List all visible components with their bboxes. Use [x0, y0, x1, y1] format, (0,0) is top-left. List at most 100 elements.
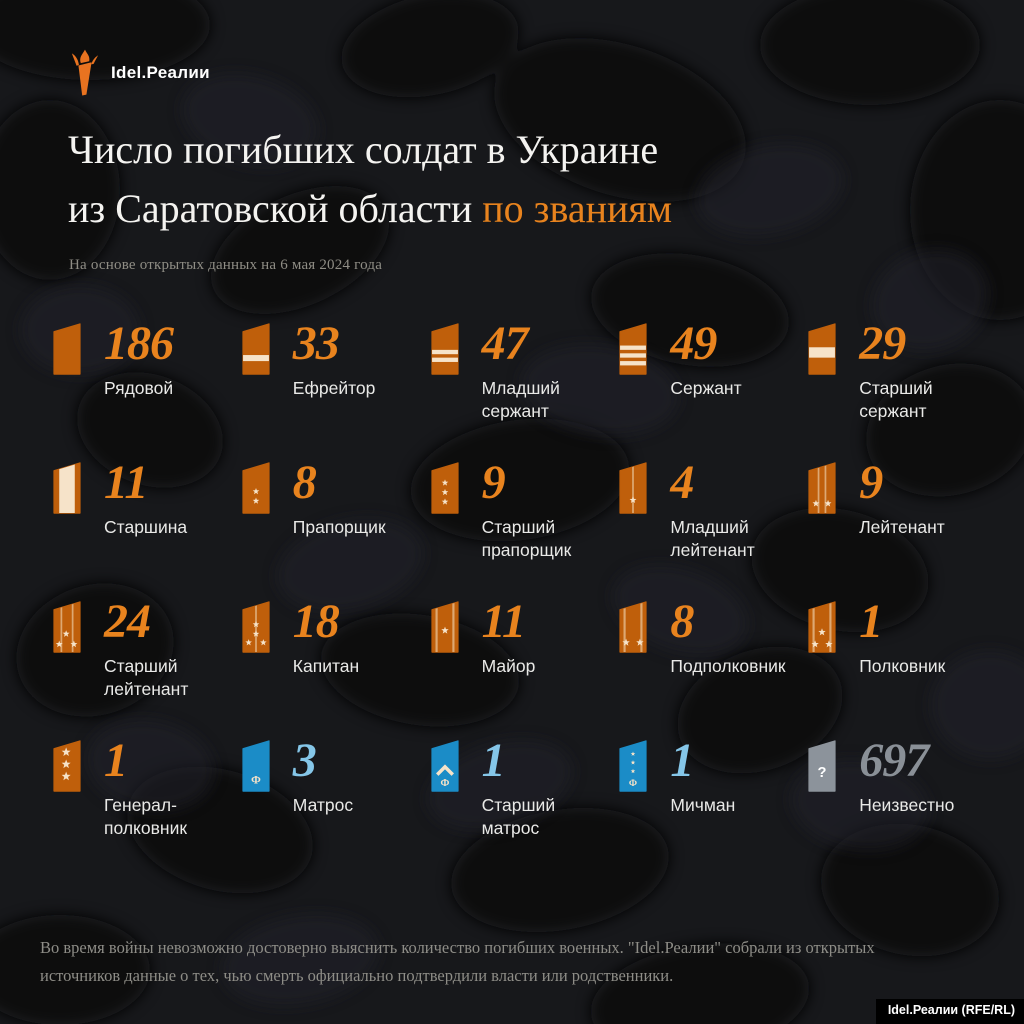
rank-text: 697 Неизвестно	[859, 735, 954, 817]
rank-label: Матрос	[292, 795, 354, 815]
rank-count: 24	[104, 595, 151, 648]
rank-cell: 8 Подполковник	[606, 596, 795, 735]
rank-cell: 49 Сержант	[606, 318, 795, 457]
torch-icon	[71, 49, 99, 96]
rank-cell: ? 697 Неизвестно	[795, 735, 984, 874]
rank-cell: 1 Полковник	[795, 596, 984, 735]
rank-count: 11	[481, 595, 526, 648]
rank-label: Лейтенант	[859, 517, 945, 537]
rank-text: 9 Лейтенант	[859, 457, 945, 539]
rank-insignia-icon	[242, 462, 270, 514]
rank-count: 11	[104, 456, 148, 509]
rank-count: 186	[104, 317, 174, 370]
rank-text: 1 Старший матрос	[482, 735, 604, 840]
rank-insignia-icon	[808, 462, 836, 514]
rank-count: 33	[292, 317, 340, 370]
rank-label: Младший лейтенант	[670, 517, 755, 560]
ranks-grid: 186 Рядовой 33 Ефрейтор 47 Младший сержа…	[40, 318, 984, 874]
rank-insignia-icon: Ф	[430, 740, 459, 792]
rank-label: Сержант	[670, 378, 742, 398]
rank-insignia-icon	[430, 462, 459, 514]
rank-insignia-icon	[619, 323, 647, 375]
rank-cell: 33 Ефрейтор	[229, 318, 418, 457]
rank-cell: Ф 3 Матрос	[229, 735, 418, 874]
rank-cell: 29 Старший сержант	[795, 318, 984, 457]
rank-insignia-icon	[430, 323, 459, 375]
rank-cell: 47 Младший сержант	[418, 318, 607, 457]
svg-text:Ф: Ф	[251, 774, 261, 786]
rank-label: Майор	[481, 656, 536, 676]
rank-label: Ефрейтор	[292, 378, 376, 398]
rank-insignia-icon	[619, 462, 647, 514]
rank-count: 18	[292, 595, 340, 648]
rank-insignia-icon: Ф	[619, 740, 647, 792]
rank-count: 49	[670, 317, 717, 370]
rank-text: 1 Полковник	[859, 596, 945, 678]
rank-count: 1	[859, 595, 883, 648]
rank-label: Капитан	[292, 656, 360, 676]
rank-text: 29 Старший сержант	[859, 318, 981, 423]
rank-insignia-icon: ?	[808, 740, 836, 792]
rank-insignia-icon	[53, 601, 81, 653]
title-line-2-orange: по званиям	[482, 186, 673, 232]
rank-label: Старший матрос	[481, 795, 556, 838]
rank-text: 1 Генерал-полковник	[104, 735, 226, 840]
rank-cell: 1 Генерал-полковник	[40, 735, 229, 874]
rank-count: 9	[859, 456, 883, 509]
rank-cell: 24 Старший лейтенант	[40, 596, 229, 735]
rank-text: 9 Старший прапорщик	[482, 457, 604, 562]
rank-label: Генерал-полковник	[104, 795, 188, 838]
rank-insignia-icon	[53, 462, 81, 514]
rank-count: 4	[670, 456, 694, 509]
rank-cell: 9 Старший прапорщик	[418, 457, 607, 596]
rank-cell: 9 Лейтенант	[795, 457, 984, 596]
rank-label: Полковник	[859, 656, 946, 676]
rank-insignia-icon	[53, 323, 81, 375]
rank-label: Подполковник	[670, 656, 786, 676]
rank-count: 47	[481, 317, 529, 370]
logo-text: Idel.Реалии	[111, 63, 210, 82]
subtitle: На основе открытых данных на 6 мая 2024 …	[69, 257, 383, 273]
rank-text: 8 Прапорщик	[293, 457, 386, 539]
title-line-2: из Саратовской области по званиям	[68, 179, 672, 238]
rank-count: 1	[481, 734, 506, 787]
rank-label: Старшина	[104, 517, 188, 537]
rank-count: 1	[670, 734, 694, 787]
svg-text:?: ?	[818, 765, 827, 781]
rank-insignia-icon	[53, 740, 81, 792]
svg-text:Ф: Ф	[629, 779, 637, 789]
rank-label: Младший сержант	[481, 378, 560, 421]
rank-count: 9	[481, 456, 506, 509]
rank-cell: 11 Майор	[418, 596, 607, 735]
rank-insignia-icon	[808, 601, 836, 653]
rank-cell: 18 Капитан	[229, 596, 418, 735]
rank-text: 4 Младший лейтенант	[670, 457, 792, 562]
rank-label: Неизвестно	[859, 795, 955, 815]
rank-cell: Ф 1 Мичман	[606, 735, 795, 874]
rank-label: Старший прапорщик	[481, 517, 572, 560]
rank-text: 47 Младший сержант	[482, 318, 604, 423]
rank-count: 697	[859, 734, 929, 787]
rank-cell: 8 Прапорщик	[229, 457, 418, 596]
rank-text: 33 Ефрейтор	[293, 318, 376, 400]
rank-cell: 186 Рядовой	[40, 318, 229, 457]
rank-label: Прапорщик	[292, 517, 386, 537]
rank-count: 8	[670, 595, 694, 648]
rank-text: 11 Майор	[482, 596, 536, 678]
rank-cell: Ф 1 Старший матрос	[418, 735, 607, 874]
rank-label: Старший лейтенант	[104, 656, 189, 699]
rank-insignia-icon	[242, 323, 270, 375]
credit-badge: Idel.Реалии (RFE/RL)	[875, 999, 1024, 1024]
title-line-1: Число погибших солдат в Украине	[68, 127, 659, 172]
rank-count: 3	[292, 734, 317, 787]
rank-text: 186 Рядовой	[104, 317, 174, 400]
rank-insignia-icon	[430, 601, 459, 653]
page-title: Число погибших солдат в Украине из Сарат…	[68, 120, 672, 238]
rank-label: Рядовой	[104, 378, 174, 398]
rank-label: Мичман	[670, 795, 736, 815]
title-line-2-white: из Саратовской области	[68, 186, 473, 232]
rank-text: 8 Подполковник	[670, 596, 785, 678]
svg-text:Ф: Ф	[440, 778, 449, 789]
rank-count: 29	[859, 317, 906, 370]
brand-logo: Idel.Реалии	[70, 48, 210, 98]
